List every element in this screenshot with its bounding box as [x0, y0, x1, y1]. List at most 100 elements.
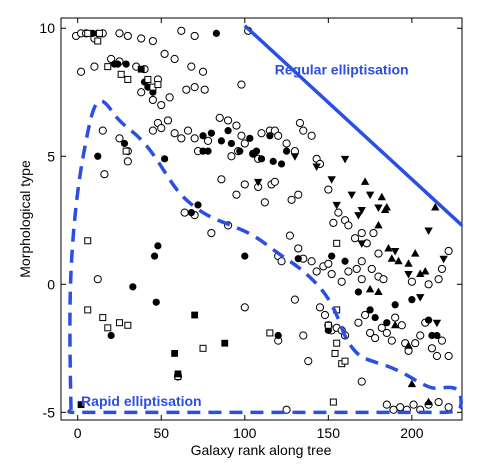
- open-circle-point: [387, 336, 396, 345]
- inverted-triangle-point: [365, 191, 375, 200]
- inverted-triangle-point: [404, 271, 413, 279]
- filled-square-point: [171, 350, 179, 357]
- open-circle-point: [160, 49, 169, 58]
- open-circle-point: [93, 275, 102, 284]
- triangle-point: [365, 284, 375, 293]
- open-circle-point: [170, 54, 179, 64]
- open-square-point: [122, 147, 130, 155]
- open-circle-point: [187, 62, 196, 71]
- filled-circle-point: [408, 296, 416, 304]
- triangle-point: [421, 266, 430, 275]
- ticks: 0 50 100 150 200 -5 0 5 10: [39, 18, 462, 441]
- filled-circle-point: [383, 319, 391, 327]
- y-tick-label: 5: [47, 148, 55, 164]
- triangle-point: [390, 320, 400, 329]
- open-circle-point: [344, 267, 353, 276]
- open-circle-point: [123, 157, 132, 166]
- open-square-point: [333, 339, 341, 347]
- open-circle-point: [307, 257, 316, 266]
- open-circle-point: [183, 126, 193, 135]
- filled-circle-point: [199, 147, 207, 155]
- open-circle-point: [357, 228, 366, 238]
- inverted-triangle-point: [390, 248, 400, 256]
- open-circle-point: [115, 134, 124, 143]
- open-circle-point: [312, 267, 321, 276]
- inverted-triangle-point: [290, 153, 300, 161]
- open-circle-point: [215, 113, 224, 122]
- inverted-triangle-point: [327, 176, 336, 184]
- data-marks: [71, 26, 453, 414]
- plot-frame: [60, 17, 463, 421]
- open-circle-point: [409, 400, 418, 409]
- triangle-point: [431, 202, 440, 211]
- open-circle-point: [382, 400, 391, 409]
- open-circle-point: [294, 190, 303, 199]
- filled-circle-point: [246, 134, 254, 142]
- inverted-triangle-point: [439, 255, 448, 264]
- open-circle-point: [98, 126, 107, 135]
- open-circle-point: [437, 336, 447, 345]
- open-circle-point: [90, 62, 99, 71]
- y-tick-label: 0: [47, 276, 55, 292]
- open-square-point: [199, 344, 207, 352]
- open-square-point: [104, 324, 112, 332]
- open-circle-point: [416, 331, 425, 340]
- open-circle-point: [299, 331, 308, 340]
- triangle-point: [360, 177, 370, 185]
- filled-circle-point: [341, 257, 349, 265]
- open-circle-point: [432, 351, 442, 361]
- open-circle-point: [237, 131, 246, 140]
- open-circle-point: [177, 26, 186, 35]
- filled-circle-point: [152, 298, 160, 306]
- filled-circle-point: [282, 147, 291, 155]
- open-circle-point: [424, 280, 433, 289]
- open-circle-point: [352, 264, 361, 274]
- open-circle-point: [285, 231, 295, 240]
- open-square-point: [331, 349, 339, 357]
- open-square-point: [84, 306, 92, 314]
- filled-circle-point: [277, 160, 286, 168]
- open-circle-point: [427, 344, 437, 353]
- triangle-point: [384, 243, 393, 252]
- open-circle-point: [157, 124, 166, 133]
- filled-circle-point: [274, 331, 282, 340]
- filled-circle-point: [252, 147, 261, 155]
- inverted-triangle-point: [357, 240, 366, 248]
- triangle-point: [374, 287, 383, 295]
- triangle-point: [387, 254, 397, 262]
- open-circle-point: [207, 228, 216, 238]
- filled-circle-point: [217, 137, 225, 145]
- filled-square-point: [137, 65, 145, 73]
- open-circle-point: [444, 403, 453, 412]
- open-circle-point: [324, 259, 333, 268]
- open-square-point: [154, 81, 162, 89]
- open-circle-point: [357, 275, 366, 284]
- open-circle-point: [367, 264, 376, 274]
- open-circle-point: [157, 100, 166, 110]
- filled-circle-point: [122, 60, 130, 68]
- y-tick-label: 10: [39, 20, 55, 36]
- open-circle-point: [357, 257, 366, 266]
- inverted-triangle-point: [312, 163, 321, 172]
- open-circle-point: [180, 208, 189, 217]
- open-circle-point: [307, 131, 316, 140]
- filled-circle-point: [428, 331, 436, 340]
- triangle-point: [407, 379, 417, 388]
- open-circle-point: [177, 134, 186, 143]
- filled-circle-point: [241, 252, 249, 260]
- open-circle-point: [299, 126, 308, 135]
- open-circle-point: [107, 54, 116, 64]
- x-tick-label: 100: [233, 425, 257, 441]
- axes: [60, 17, 463, 421]
- open-square-point: [84, 237, 92, 245]
- triangle-point: [394, 256, 403, 265]
- open-circle-point: [382, 328, 391, 338]
- filled-circle-point: [194, 201, 202, 209]
- filled-circle-point: [212, 29, 220, 37]
- inverted-triangle-point: [432, 319, 442, 328]
- filled-circle-point: [294, 255, 302, 263]
- open-square-point: [104, 63, 112, 71]
- open-circle-point: [100, 170, 109, 179]
- filled-circle-point: [207, 129, 215, 137]
- open-circle-point: [217, 175, 226, 184]
